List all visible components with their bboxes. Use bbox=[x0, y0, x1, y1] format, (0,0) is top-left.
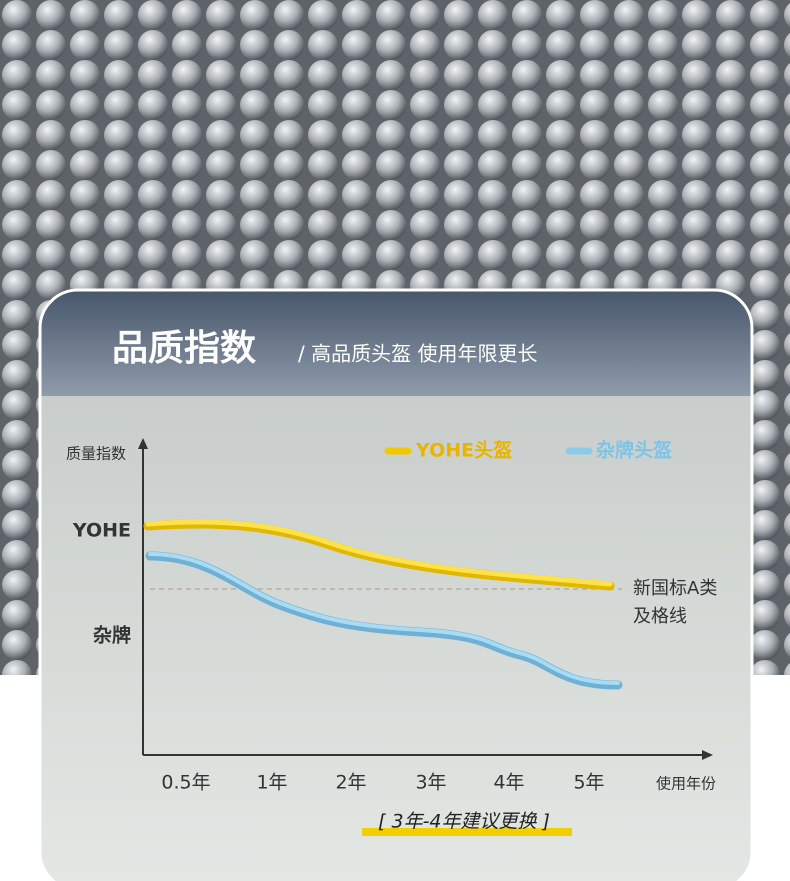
card-header bbox=[40, 290, 752, 396]
title: 品质指数 bbox=[112, 328, 256, 369]
recommendation-underline bbox=[362, 828, 572, 836]
reference-label: 及格线 bbox=[633, 606, 687, 627]
yohe-curve bbox=[145, 519, 613, 587]
x-axis-label: 使用年份 bbox=[656, 775, 716, 793]
x-tick-label: 5年 bbox=[573, 772, 604, 794]
legend-label: 杂牌头盔 bbox=[596, 439, 672, 462]
generic-curve bbox=[148, 552, 620, 685]
x-tick-label: 3年 bbox=[415, 772, 446, 794]
y-label: YOHE bbox=[72, 520, 131, 542]
recommendation: [ 3年-4年建议更换 ] bbox=[378, 811, 550, 833]
y-label: 杂牌 bbox=[93, 624, 131, 647]
card-border bbox=[38, 288, 754, 881]
subtitle: / 高品质头盔 使用年限更长 bbox=[298, 342, 537, 366]
card bbox=[40, 290, 752, 881]
x-tick-label: 1年 bbox=[256, 772, 287, 794]
x-tick-label: 4年 bbox=[493, 772, 524, 794]
x-axis-arrow bbox=[702, 750, 713, 760]
y-axis-arrow bbox=[138, 438, 148, 449]
legend-label: YOHE头盔 bbox=[415, 439, 512, 462]
x-tick-label: 2年 bbox=[335, 772, 366, 794]
x-tick-label: 0.5年 bbox=[161, 772, 210, 794]
reference-label: 新国标A类 bbox=[633, 578, 717, 599]
y-axis-label: 质量指数 bbox=[66, 445, 126, 463]
